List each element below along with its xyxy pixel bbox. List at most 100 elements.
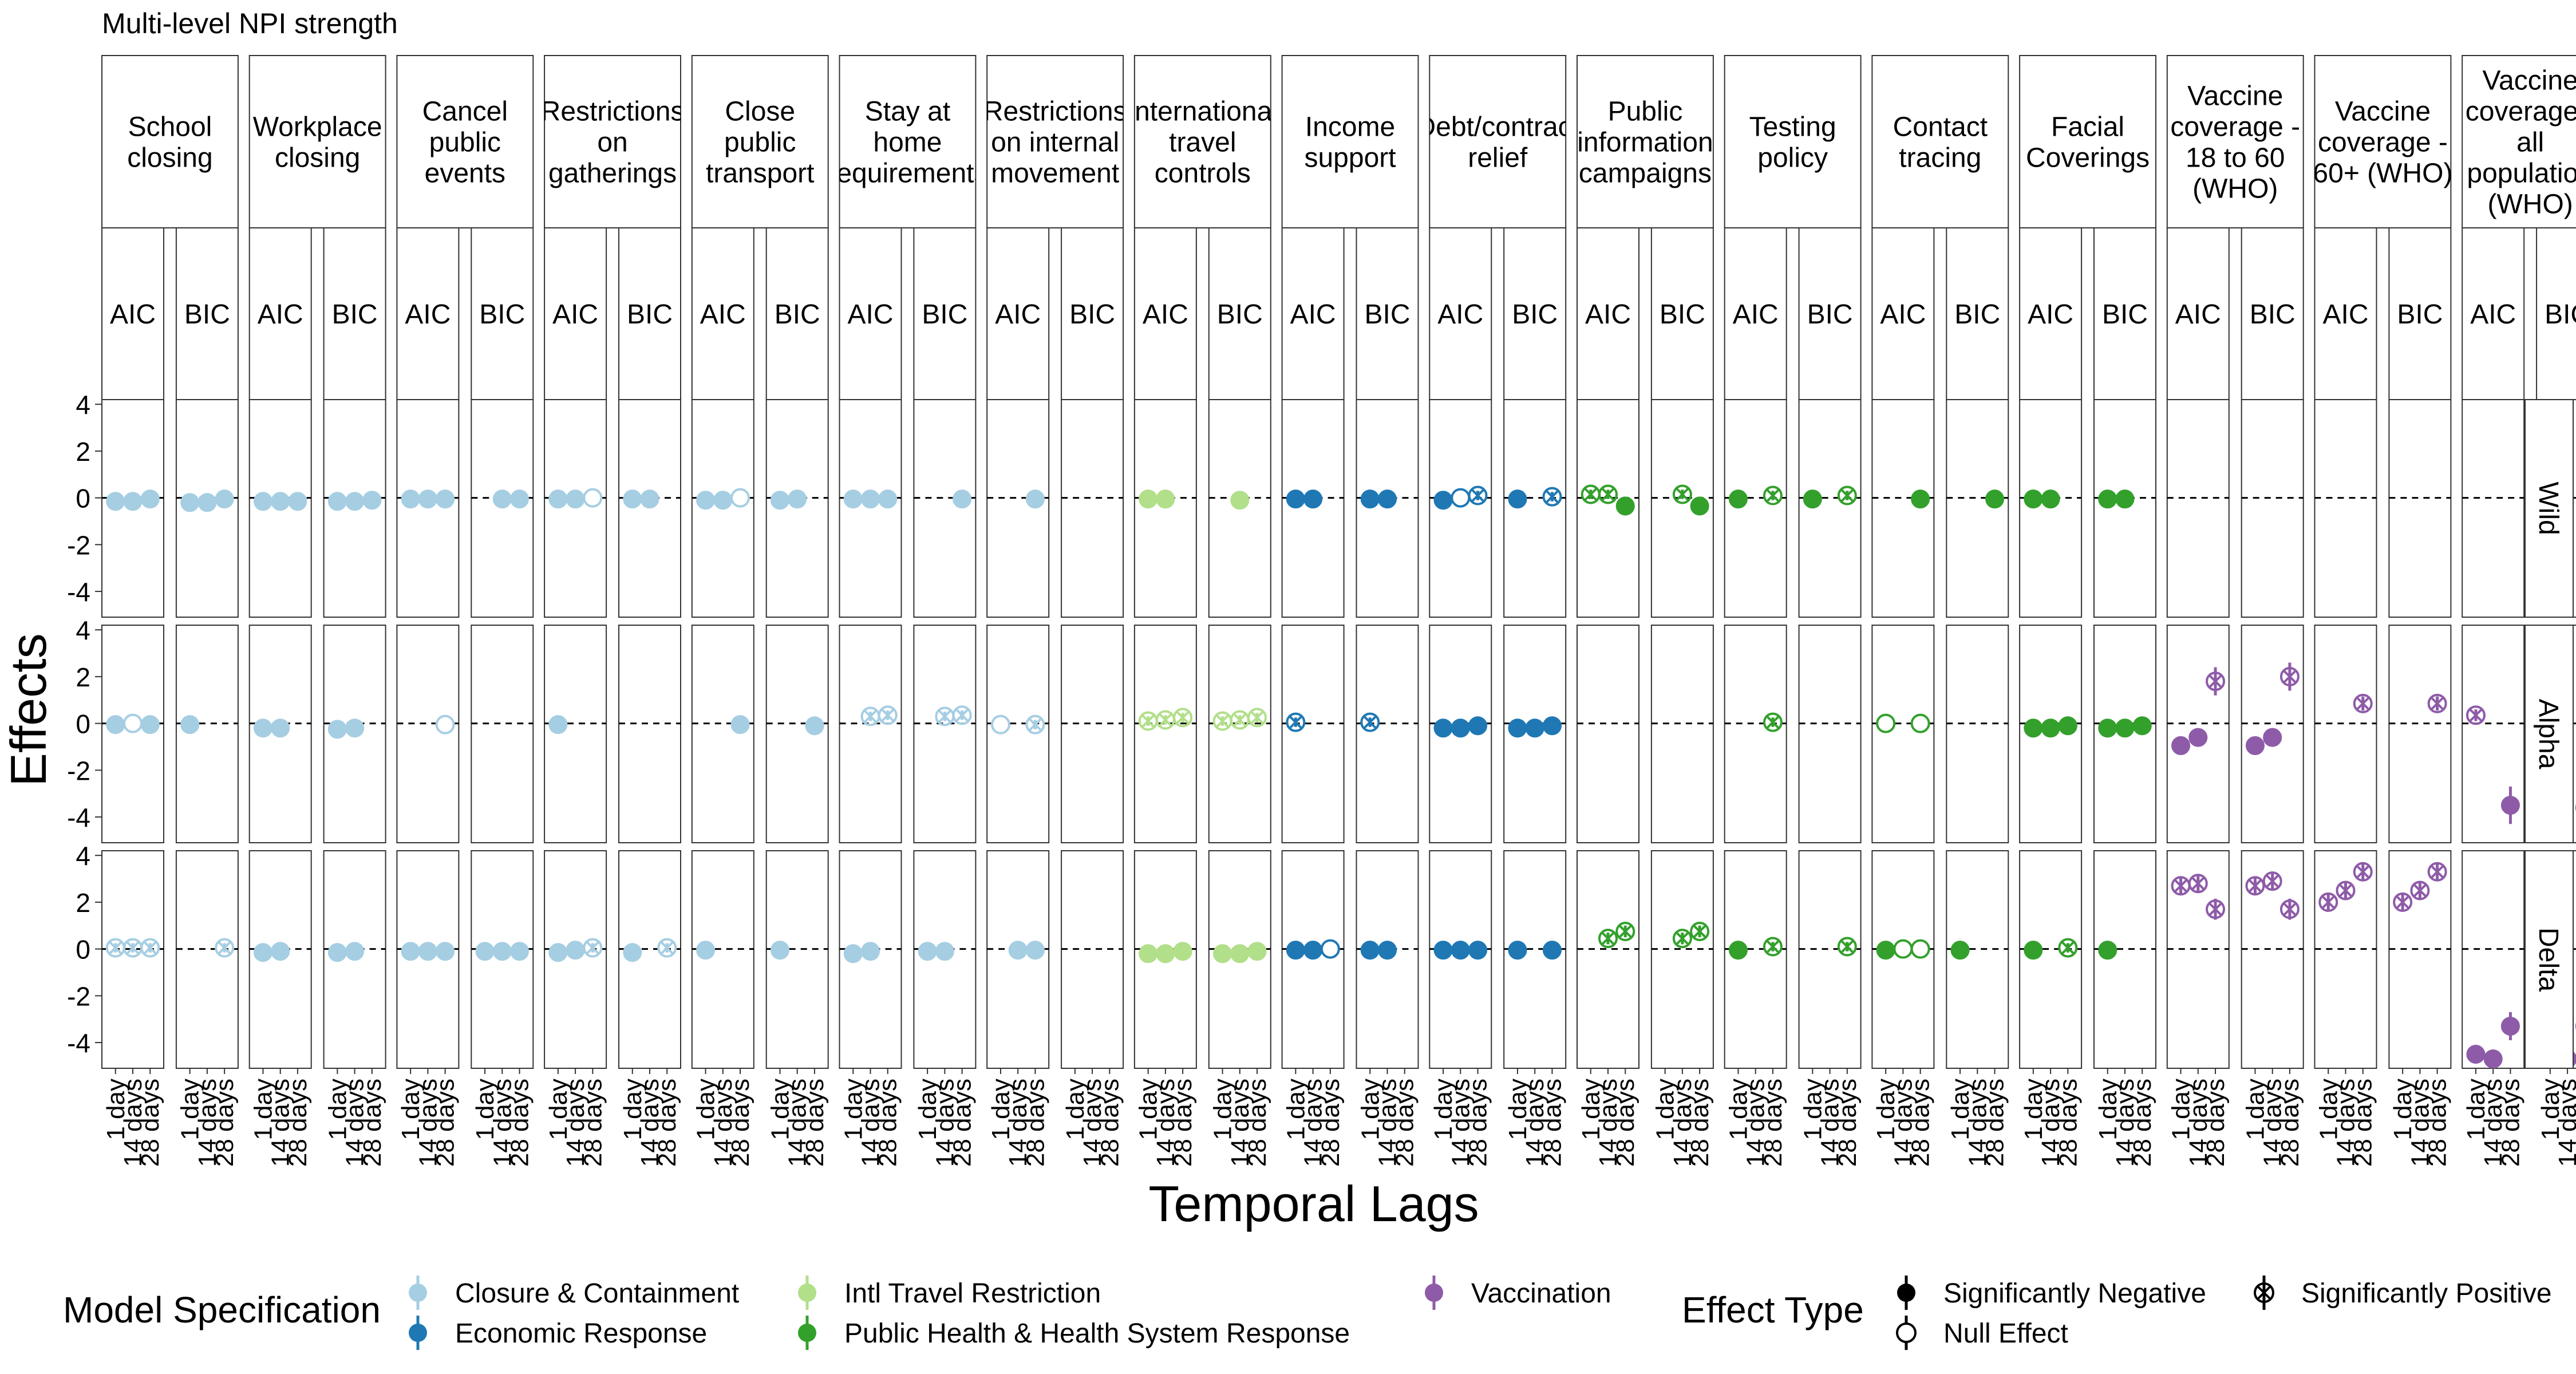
- npi-header-line: transport: [706, 159, 814, 189]
- panel: [1650, 850, 1714, 1069]
- marker-significant-positive: [2318, 892, 2338, 912]
- data-point: [1138, 711, 1158, 731]
- x-tick-label: 28 days: [801, 1079, 829, 1167]
- marker-significant-negative: [1173, 942, 1192, 961]
- criterion-strip: [101, 227, 164, 400]
- data-point: [1286, 489, 1305, 509]
- x-tick-label: 1 day: [471, 1079, 499, 1140]
- x-tick-label: 28 days: [653, 1079, 681, 1167]
- x-tick-label: 28 days: [358, 1079, 386, 1167]
- marker-significant-negative: [953, 489, 972, 509]
- data-point: [566, 941, 585, 960]
- x-tick-label: 1 day: [1356, 1079, 1384, 1140]
- npi-header-line: on internal: [991, 128, 1119, 158]
- marker-significant-positive: [2279, 899, 2300, 919]
- marker-significant-negative: [2098, 489, 2117, 509]
- panel: [1061, 399, 1124, 618]
- data-point: [1672, 929, 1692, 949]
- marker-significant-negative: [1156, 489, 1175, 509]
- data-point: [1508, 489, 1527, 509]
- criterion-label: AIC: [700, 299, 746, 330]
- x-tick-label: 1 day: [987, 1079, 1015, 1140]
- marker-cross: [2208, 674, 2223, 689]
- data-point: [1451, 488, 1471, 508]
- x-tick-label: 28 days: [579, 1079, 607, 1167]
- npi-header-line: closing: [127, 143, 212, 173]
- x-tick-label: 14 days: [341, 1079, 369, 1167]
- criterion-strip: [1503, 227, 1567, 400]
- panel: [2166, 399, 2230, 618]
- marker-significant-positive: [1672, 929, 1692, 949]
- npi-header-line: Restrictions: [541, 97, 685, 127]
- data-point: [253, 492, 272, 511]
- marker-cross: [659, 940, 674, 956]
- marker-null-effect: [990, 714, 1010, 735]
- npi-header-box: [2019, 55, 2157, 228]
- y-tick-label: 2: [76, 437, 90, 467]
- data-point: [140, 489, 160, 509]
- y-axis: -4 -2 0 2 4 -4 -2 0 2 4 -4 -2 0 2 4: [67, 390, 102, 1058]
- x-tick-label: 1 day: [1282, 1079, 1310, 1140]
- x-tick-label: 1 day: [544, 1079, 572, 1140]
- data-point: [2188, 874, 2208, 894]
- data-point: [730, 715, 750, 735]
- x-tick-label: 28 days: [874, 1079, 902, 1167]
- marker-cross: [1618, 924, 1633, 939]
- criterion-strip: [986, 227, 1050, 400]
- data-point: [918, 942, 937, 961]
- criterion-label: AIC: [1143, 299, 1188, 330]
- marker-significant-positive: [1837, 937, 1857, 957]
- x-tick-label: 28 days: [2571, 1079, 2576, 1167]
- marker-cross: [1362, 714, 1377, 730]
- x-tick-label: 28 days: [1834, 1079, 1862, 1167]
- marker-significant-positive: [2206, 672, 2226, 692]
- marker-significant-positive: [2393, 892, 2413, 912]
- marker-significant-positive: [215, 938, 235, 958]
- marker-significant-negative: [2500, 796, 2520, 815]
- criterion-strip: [765, 227, 829, 400]
- marker-significant-negative: [2024, 941, 2043, 960]
- x-tick-label: 28 days: [1391, 1079, 1419, 1167]
- marker-cross: [2356, 864, 2370, 879]
- data-point: [878, 705, 898, 725]
- data-point: [1803, 489, 1822, 509]
- data-point: [492, 489, 512, 509]
- criterion-label: AIC: [258, 299, 303, 330]
- panel: [101, 850, 164, 1069]
- data-point: [2336, 881, 2356, 901]
- panel: [986, 399, 1050, 618]
- data-point: [1156, 944, 1175, 964]
- data-point: [2245, 736, 2265, 755]
- npi-header-line: relief: [1468, 143, 1528, 173]
- marker-significant-negative: [1542, 941, 1562, 960]
- marker-significant-negative: [2115, 489, 2135, 509]
- marker-cross: [2265, 874, 2280, 889]
- marker-significant-positive: [2353, 693, 2373, 713]
- data-point: [2024, 489, 2043, 509]
- criterion-label: AIC: [405, 299, 451, 330]
- criterion-label: AIC: [995, 299, 1041, 330]
- legend-effect-item: Significantly Negative: [1897, 1276, 2206, 1310]
- data-point: [861, 942, 880, 961]
- x-tick-label: 14 days: [119, 1079, 147, 1167]
- panel: [2462, 850, 2525, 1069]
- marker-significant-negative: [1525, 718, 1544, 738]
- npi-header-line: Debt/contract: [1416, 112, 1579, 143]
- marker-significant-negative: [2041, 718, 2060, 738]
- marker-significant-positive: [1598, 929, 1618, 949]
- data-point: [1525, 718, 1544, 738]
- marker-significant-negative: [696, 941, 716, 960]
- x-tick-label: 28 days: [1759, 1079, 1787, 1167]
- data-point: [1173, 942, 1192, 961]
- panel: [1871, 850, 1935, 1069]
- data-point: [2279, 662, 2300, 691]
- x-tick-label: 1 day: [839, 1079, 867, 1140]
- marker-significant-negative: [548, 489, 568, 509]
- x-tick-label: 14 days: [1669, 1079, 1697, 1167]
- marker-significant-positive: [2245, 876, 2265, 896]
- data-point: [623, 943, 642, 962]
